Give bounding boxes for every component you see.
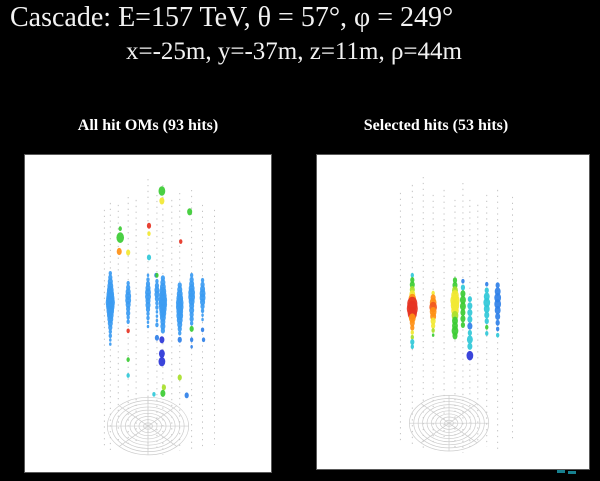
event-vertex-coordinates: x=-25m, y=-37m, z=11m, ρ=44m bbox=[126, 38, 462, 65]
event-display-panel-all-hits bbox=[24, 154, 272, 473]
hit-plot-selected-hits bbox=[399, 176, 514, 453]
hit-plot-all-hits bbox=[103, 179, 215, 456]
panel-caption-all-hits: All hit OMs (93 hits) bbox=[77, 117, 219, 134]
event-display-panel-selected-hits bbox=[316, 154, 590, 470]
event-title: Cascade: E=157 TeV, θ = 57°, φ = 249° bbox=[10, 2, 454, 33]
panel-caption-selected-hits: Selected hits (53 hits) bbox=[363, 117, 509, 134]
watermark-dash-icon bbox=[557, 470, 565, 473]
watermark-dash-icon bbox=[568, 471, 576, 474]
